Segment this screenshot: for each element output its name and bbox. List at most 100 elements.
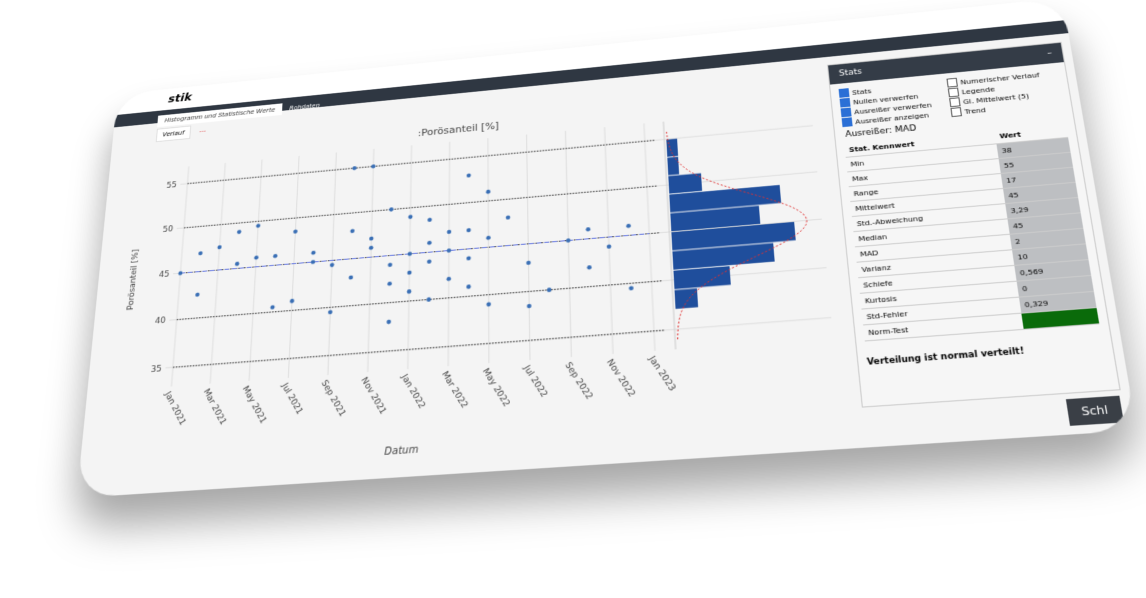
collapse-button[interactable]: –: [1046, 48, 1053, 59]
y-axis-label: Porösanteil [%]: [124, 249, 140, 311]
data-point: [526, 303, 532, 309]
histogram-bar: [672, 243, 775, 270]
mean-line: [180, 234, 649, 274]
grid-line: [171, 166, 188, 386]
histogram-bar: [673, 266, 731, 290]
data-point: [254, 255, 259, 260]
data-point: [406, 289, 412, 294]
x-tick-label: Jan 2021: [163, 388, 189, 427]
x-tick-label: Sep 2022: [563, 360, 595, 401]
data-point: [178, 270, 183, 276]
y-tick-label: 45: [159, 269, 170, 280]
y-tick-label: 55: [166, 179, 177, 189]
data-point: [505, 215, 511, 220]
data-point: [427, 217, 432, 223]
data-point: [329, 262, 335, 268]
data-point: [546, 287, 552, 293]
grid-line: [605, 127, 613, 354]
data-point: [427, 240, 432, 246]
data-point: [348, 275, 354, 280]
checkbox-label: Stats: [851, 86, 872, 97]
stats-table: Stat. Kennwert Wert Min 38 Max 55 Range 17 Mitte…: [844, 123, 1100, 341]
histogram-bar: [667, 156, 680, 176]
data-point: [466, 284, 472, 289]
y-tick-label: 35: [151, 363, 163, 374]
data-point: [586, 264, 592, 270]
grid-line: [210, 163, 225, 384]
data-point: [606, 244, 612, 249]
checkbox-box[interactable]: [839, 97, 851, 108]
grid-line: [288, 156, 299, 378]
x-tick-label: Jan 2023: [646, 353, 678, 393]
data-point: [371, 164, 376, 169]
data-point: [446, 229, 452, 235]
y-tick-label: 40: [155, 315, 166, 326]
checkbox-box[interactable]: [838, 88, 850, 98]
x-tick-label: May 2021: [241, 384, 270, 426]
close-button[interactable]: Schl: [1065, 395, 1124, 426]
data-point: [217, 244, 222, 250]
data-point: [585, 227, 591, 232]
grid-line: [448, 142, 449, 366]
data-point: [407, 270, 412, 275]
data-point: [327, 309, 333, 315]
data-point: [466, 227, 471, 233]
grid-line: [488, 138, 489, 363]
checkbox-box[interactable]: [946, 77, 958, 88]
checkbox-box[interactable]: [840, 107, 852, 118]
data-point: [352, 165, 357, 171]
checkbox-label: Trend: [963, 105, 987, 116]
data-point: [486, 302, 491, 307]
checkbox-box[interactable]: [949, 97, 961, 108]
data-point: [195, 292, 200, 298]
data-point: [426, 297, 432, 302]
data-point: [486, 189, 491, 195]
data-point: [407, 251, 413, 257]
histogram-bar: [668, 173, 703, 194]
data-point: [446, 276, 452, 282]
data-point: [526, 260, 531, 265]
data-point: [389, 207, 394, 212]
panel-title: Stats: [838, 67, 863, 79]
grid-line: [644, 123, 655, 350]
data-point: [486, 235, 491, 241]
data-point: [565, 238, 571, 243]
x-tick-label: Nov 2022: [605, 357, 638, 399]
tab[interactable]: Rohdaten: [289, 102, 320, 112]
data-point: [310, 259, 316, 265]
x-tick-label: May 2022: [481, 366, 513, 408]
x-axis-label: Datum: [384, 445, 418, 458]
checkbox-box[interactable]: [841, 117, 853, 128]
data-point: [198, 251, 203, 256]
x-tick-label: Jul 2021: [279, 380, 305, 416]
chart-title: :Porösanteil [%]: [418, 121, 499, 139]
data-point: [408, 214, 413, 220]
checkbox-box[interactable]: [947, 87, 960, 98]
grid-line: [249, 160, 262, 381]
x-tick-label: Sep 2021: [319, 378, 348, 419]
y-tick-label: 50: [162, 224, 173, 235]
data-point: [270, 305, 275, 310]
x-tick-label: Mar 2022: [440, 369, 471, 410]
data-point: [350, 228, 355, 234]
checkbox-box[interactable]: [950, 107, 962, 118]
grid-line: [408, 145, 412, 369]
grid-line: [368, 149, 374, 372]
grid-line: [527, 135, 530, 361]
data-point: [387, 281, 392, 286]
x-tick-label: Mar 2021: [202, 386, 229, 426]
dialog: stik Histogramm und Statistische Werte Ro…: [76, 0, 1137, 498]
data-point: [273, 253, 278, 259]
data-point: [625, 223, 631, 228]
histogram-bar: [669, 184, 782, 213]
x-tick-label: Jul 2022: [521, 362, 550, 399]
data-point: [255, 223, 261, 228]
data-point: [466, 255, 471, 261]
data-point: [628, 285, 634, 291]
histogram-bar: [670, 205, 761, 232]
x-tick-label: Nov 2021: [359, 375, 389, 416]
data-point: [289, 298, 295, 304]
data-point: [234, 261, 240, 267]
stats-panel: Stats – Stats Numerischer Verlauf Nullen ve…: [827, 41, 1121, 408]
